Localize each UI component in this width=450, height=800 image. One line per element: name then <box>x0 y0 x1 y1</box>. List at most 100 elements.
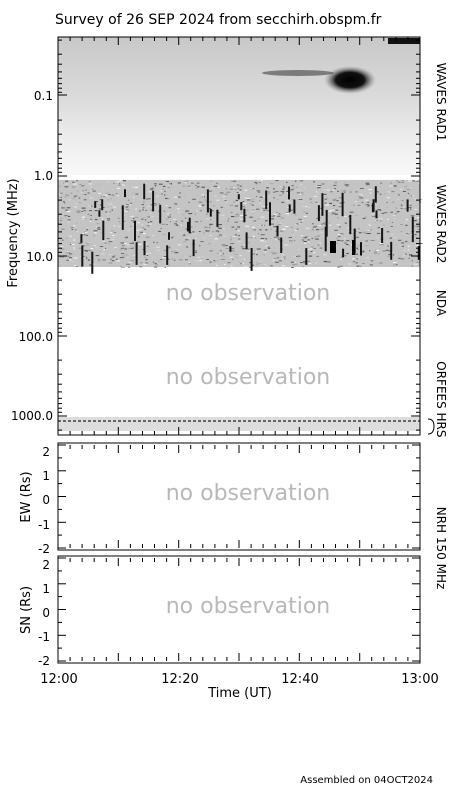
rad2-noise-px <box>299 183 302 185</box>
rad2-noise-px <box>173 218 176 220</box>
rad2-noise-px <box>256 264 259 266</box>
rad2-noise-px <box>130 225 132 227</box>
rad2-burst-line <box>121 205 124 230</box>
rad2-burst-line <box>240 202 243 211</box>
rad2-noise-px <box>201 186 205 188</box>
rad2-noise-px <box>71 260 74 262</box>
rad2-burst-line <box>134 220 136 241</box>
rad2-noise-px <box>413 263 418 265</box>
rad2-burst-line <box>417 246 420 260</box>
rad2-noise-px <box>305 236 308 238</box>
rad2-noise-px <box>191 182 194 184</box>
rad2-noise-px <box>113 255 116 257</box>
rad2-noise-px <box>130 215 134 217</box>
rad2-noise-px <box>376 249 380 251</box>
rad2-noise-px <box>373 220 377 222</box>
rad2-noise-px <box>89 221 92 222</box>
rad2-noise-px <box>242 248 246 250</box>
rad2-noise-px <box>67 242 71 244</box>
rad2-noise-px <box>153 240 157 242</box>
rad2-noise-px <box>319 247 323 249</box>
rad2-noise-px <box>156 263 158 265</box>
rad1-streak <box>262 70 334 76</box>
label-waves-rad2: WAVES RAD2 <box>434 185 448 264</box>
rad2-noise-px <box>129 242 134 244</box>
rad1-burst <box>324 66 376 94</box>
rad2-noise-px <box>105 195 110 197</box>
rad2-noise-px <box>365 184 370 186</box>
rad2-noise-px <box>116 181 120 182</box>
rad2-noise-px <box>231 251 235 253</box>
rad2-noise-px <box>144 243 148 245</box>
rad2-burst-line <box>288 186 290 200</box>
rad2-burst-line <box>98 210 101 217</box>
rad2-noise-px <box>73 265 78 266</box>
rad2-noise-px <box>312 223 314 225</box>
rad2-noise-px <box>329 224 332 226</box>
rad2-noise-px <box>197 204 201 206</box>
rad2-noise-px <box>60 219 63 221</box>
rad2-noise-px <box>300 184 302 186</box>
rad2-noise-px <box>71 244 75 245</box>
rad2-noise-px <box>410 195 412 197</box>
rad2-noise-px <box>310 201 313 203</box>
rad2-noise-px <box>242 205 245 207</box>
rad2-noise-px <box>401 182 405 183</box>
rad2-noise-px <box>149 221 153 223</box>
rad2-noise-px <box>116 260 120 262</box>
rad2-noise-px <box>196 182 200 184</box>
rad2-noise-px <box>234 234 238 236</box>
rad2-noise-px <box>315 251 318 253</box>
rad2-noise-px <box>393 184 396 186</box>
rad2-noise-px <box>337 239 341 241</box>
rad2-noise-px <box>81 191 83 193</box>
rad2-noise-px <box>386 206 389 208</box>
rad2-noise-px <box>337 244 339 246</box>
rad2-noise-px <box>125 205 128 206</box>
rad2-noise-px <box>73 195 78 197</box>
rad2-noise-px <box>293 187 295 189</box>
rad2-noise-px <box>64 202 66 204</box>
rad2-noise-px <box>322 242 324 244</box>
rad2-noise-px <box>347 227 350 229</box>
rad2-noise-px <box>221 244 226 246</box>
label-nda: NDA <box>434 290 448 317</box>
rad2-noise-px <box>303 260 307 262</box>
rad2-noise-px <box>177 182 181 184</box>
rad2-noise-px <box>345 184 349 185</box>
rad2-noise-px <box>184 217 187 219</box>
rad2-noise-px <box>249 188 253 190</box>
rad2-noise-px <box>164 266 166 268</box>
rad2-noise-px <box>352 258 357 260</box>
rad2-noise-px <box>300 186 305 188</box>
rad2-noise-px <box>321 235 324 237</box>
rad2-noise-px <box>214 238 219 240</box>
rad2-noise-px <box>273 215 275 216</box>
rad2-noise-px <box>74 206 77 208</box>
rad2-noise-px <box>369 205 371 207</box>
rad2-noise-px <box>107 218 110 220</box>
rad2-noise-px <box>246 242 251 244</box>
rad2-noise-px <box>113 225 116 227</box>
rad2-noise-px <box>405 253 407 255</box>
rad2-noise-px <box>239 214 244 216</box>
rad2-noise-px <box>378 253 381 255</box>
rad2-noise-px <box>172 236 175 238</box>
rad2-noise-px <box>289 241 293 243</box>
rad2-noise-px <box>305 227 310 229</box>
rad2-noise-px <box>369 264 373 266</box>
rad2-noise-px <box>188 262 190 264</box>
rad2-noise-px <box>387 245 389 247</box>
rad2-noise-px <box>168 183 172 185</box>
rad2-noise-px <box>205 218 210 220</box>
rad2-noise-px <box>270 251 275 253</box>
rad2-noise-px <box>103 195 106 197</box>
rad2-noise-px <box>81 234 86 236</box>
rad2-noise-px <box>273 252 277 254</box>
rad2-noise-px <box>110 258 112 260</box>
rad2-noise-px <box>124 221 127 223</box>
rad2-noise-px <box>252 226 256 228</box>
rad2-noise-px <box>147 222 149 224</box>
rad2-noise-px <box>416 225 421 227</box>
rad2-noise-px <box>265 238 268 240</box>
